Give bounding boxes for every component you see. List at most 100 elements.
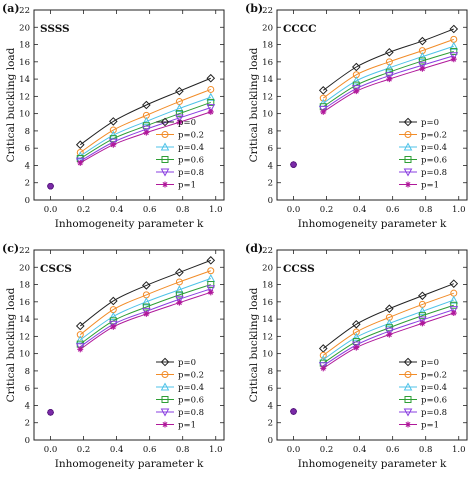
data-point [352,328,360,336]
y-tick-label: 0 [268,196,273,206]
legend-label: p=0.8 [421,168,447,178]
data-point [207,98,215,106]
legend-label: p=0.2 [178,371,204,381]
legend-swatch-marker [160,142,170,151]
series-line-5 [322,309,454,367]
data-point [353,344,360,351]
y-tick-label: 20 [262,263,273,273]
data-point [449,41,459,50]
y-tick-label: 10 [19,110,30,120]
x-tick-label: 0.2 [77,445,91,455]
legend-label: p=0.4 [178,383,204,393]
legend-swatch-marker [160,168,170,177]
series-line-3 [322,299,454,361]
y-tick-label: 22 [19,246,30,256]
legend-swatch-marker [161,371,169,378]
legend-swatch-marker [160,117,170,127]
legend-label: p=0 [178,118,196,128]
y-tick-label: 14 [262,75,273,85]
data-point [75,321,85,331]
legend-swatch-marker [161,396,169,403]
y-axis-label: Critical buckling load [248,287,260,402]
series-line-1 [79,259,211,327]
series-line-3 [322,45,454,104]
x-axis-label: Inhomogeneity parameter k [55,458,204,470]
data-point [143,310,150,317]
data-point [207,281,215,289]
data-point [206,256,216,265]
y-tick-label: 0 [268,436,273,446]
legend-swatch-marker [160,408,170,417]
data-point [142,125,151,134]
y-tick-label: 16 [19,298,30,308]
data-point [207,267,215,275]
y-axis-label: Critical buckling load [5,47,17,162]
x-tick-label: 0.6 [143,445,157,455]
y-tick-label: 8 [25,367,30,377]
data-point [175,110,183,118]
data-point [351,319,361,329]
data-point [318,86,328,95]
data-point [142,281,151,290]
legend-label: p=0.6 [178,396,204,406]
y-tick-label: 16 [262,58,273,68]
x-tick-label: 1.0 [452,205,466,215]
y-tick-label: 12 [19,92,30,102]
panel-tag-label: (a) [2,2,20,15]
data-point [108,117,118,126]
series-line-5 [80,107,211,162]
data-point [449,306,459,315]
data-point [449,52,459,61]
y-tick-label: 0 [25,196,30,206]
data-point [77,159,84,166]
data-point [320,108,327,115]
data-point [385,72,394,81]
x-tick-label: 0.2 [320,445,334,455]
x-axis-label: Inhomogeneity parameter k [298,218,447,230]
data-point [142,297,151,306]
y-tick-label: 14 [19,315,30,325]
legend-label: p=0.8 [421,408,447,418]
data-point [206,73,216,83]
y-tick-label: 16 [19,58,30,68]
series-line-4 [79,284,211,345]
x-tick-label: 0.6 [143,205,157,215]
data-point [207,108,214,115]
x-tick-label: 0.4 [110,205,124,215]
data-point [386,76,393,83]
x-tick-label: 0.0 [44,205,58,215]
legend-label: p=0.4 [178,143,204,153]
legend-label: p=0.6 [421,156,447,166]
data-point [175,295,184,304]
data-point [419,320,426,327]
y-tick-label: 12 [262,332,273,342]
series-line-6 [322,58,454,113]
data-point [353,88,360,95]
y-tick-label: 22 [19,6,30,16]
data-point [175,114,184,123]
legend-swatch-marker [404,156,412,163]
y-tick-label: 8 [268,127,273,137]
series-line-2 [322,292,454,356]
data-point-origin [47,182,54,190]
x-axis-label: Inhomogeneity parameter k [55,218,204,230]
legend-swatch-marker [403,142,413,151]
x-tick-label: 0.0 [44,445,58,455]
x-tick-label: 0.2 [320,205,334,215]
series-line-2 [79,88,211,153]
data-point [142,303,150,311]
legend-label: p=0.4 [421,143,447,153]
data-point [385,48,394,57]
legend-swatch-marker [403,117,413,127]
plot-frame [276,9,468,201]
data-point [385,318,394,327]
legend-swatch-marker [162,421,168,428]
legend-label: p=1 [178,181,196,191]
data-point [75,335,85,344]
data-point [418,61,427,70]
data-point [351,76,361,85]
data-point [77,346,84,353]
boundary-condition-label: SSSS [40,23,70,35]
y-tick-label: 10 [262,110,273,120]
